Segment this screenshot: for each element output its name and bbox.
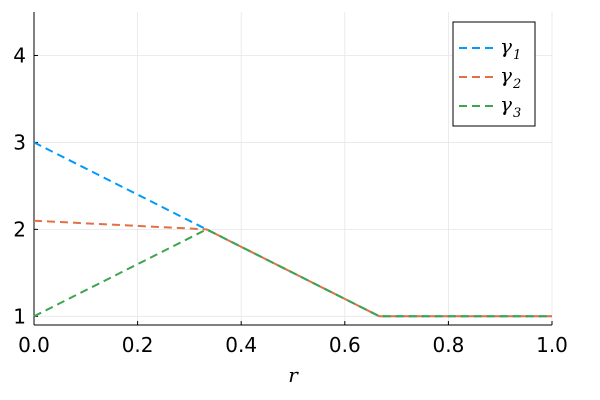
series-line-2 bbox=[33, 219, 552, 318]
series-group bbox=[33, 141, 552, 318]
y-tick-label: 2 bbox=[13, 217, 26, 241]
axes bbox=[33, 12, 553, 326]
y-tick-label: 3 bbox=[13, 130, 26, 154]
legend-subscript: 1 bbox=[513, 48, 521, 63]
x-tick-label: 0.8 bbox=[432, 333, 464, 357]
x-tick-label: 0.0 bbox=[18, 333, 50, 357]
legend-subscript: 3 bbox=[513, 106, 521, 121]
x-tick-label: 1.0 bbox=[536, 333, 568, 357]
series-line-3 bbox=[33, 228, 552, 318]
legend-subscript: 2 bbox=[512, 77, 521, 92]
x-tick-label: 0.2 bbox=[122, 333, 154, 357]
tick-labels: 0.0 0.2 0.4 0.6 0.8 1.0 1 2 3 4 bbox=[13, 43, 568, 357]
x-tick-label: 0.4 bbox=[225, 333, 257, 357]
y-tick-label: 1 bbox=[13, 304, 26, 328]
x-tick-label: 0.6 bbox=[329, 333, 361, 357]
legend-box bbox=[452, 21, 536, 127]
x-axis-label: r bbox=[288, 363, 299, 387]
y-tick-label: 4 bbox=[13, 43, 26, 67]
